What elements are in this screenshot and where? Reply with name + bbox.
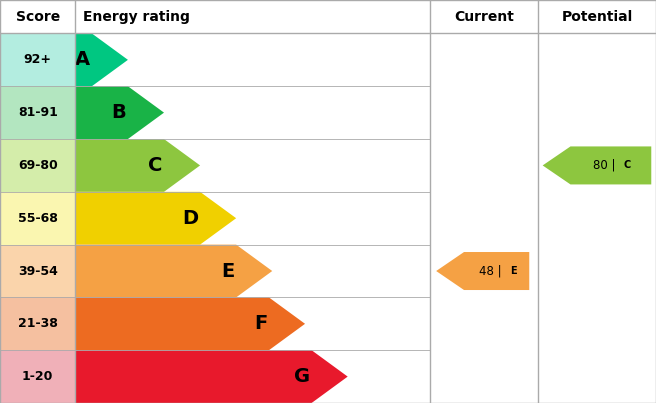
Text: Potential: Potential — [562, 10, 632, 24]
Text: 92+: 92+ — [24, 53, 52, 66]
Text: C: C — [624, 160, 631, 170]
Bar — [0, 33, 75, 86]
Polygon shape — [436, 252, 529, 290]
Text: 48 |: 48 | — [479, 264, 501, 278]
Text: 21-38: 21-38 — [18, 317, 58, 330]
Text: 69-80: 69-80 — [18, 159, 58, 172]
Bar — [0, 350, 75, 403]
Text: 80 |: 80 | — [593, 159, 615, 172]
Polygon shape — [75, 33, 128, 86]
Bar — [0, 297, 75, 350]
Bar — [0, 86, 75, 139]
Polygon shape — [75, 139, 200, 192]
Polygon shape — [75, 245, 272, 297]
Polygon shape — [75, 297, 305, 350]
Bar — [0, 245, 75, 297]
Text: 55-68: 55-68 — [18, 212, 58, 225]
Polygon shape — [75, 350, 348, 403]
Text: E: E — [510, 266, 516, 276]
Polygon shape — [543, 146, 651, 185]
Text: C: C — [148, 156, 162, 175]
Polygon shape — [75, 192, 236, 245]
Text: E: E — [221, 262, 234, 280]
Text: 39-54: 39-54 — [18, 264, 58, 278]
Text: 1-20: 1-20 — [22, 370, 53, 383]
Text: Energy rating: Energy rating — [83, 10, 190, 24]
Bar — [0, 139, 75, 192]
Text: F: F — [254, 314, 267, 333]
Text: B: B — [112, 103, 126, 122]
Text: D: D — [182, 209, 198, 228]
Text: G: G — [294, 367, 310, 386]
Polygon shape — [75, 86, 164, 139]
Text: Score: Score — [16, 10, 60, 24]
Text: Current: Current — [454, 10, 514, 24]
Text: A: A — [75, 50, 90, 69]
Text: 81-91: 81-91 — [18, 106, 58, 119]
Bar — [0, 192, 75, 245]
